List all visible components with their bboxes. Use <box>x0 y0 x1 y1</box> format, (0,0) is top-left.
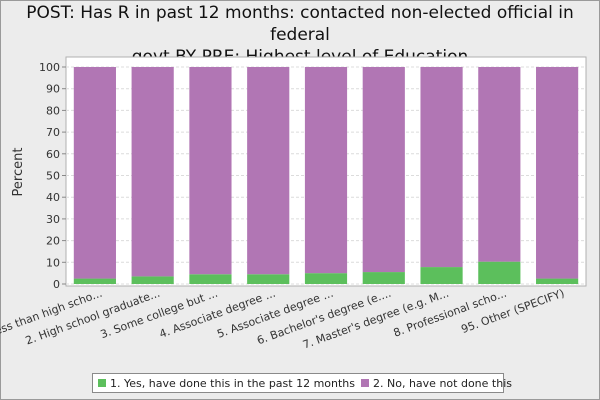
bar-segment-no <box>73 67 116 279</box>
legend-label-yes: 1. Yes, have done this in the past 12 mo… <box>110 376 356 390</box>
y-tick-label: 70 <box>46 126 60 139</box>
y-tick-label: 20 <box>46 235 60 248</box>
legend: 1. Yes, have done this in the past 12 mo… <box>92 373 512 393</box>
bar-segment-yes <box>131 276 174 284</box>
bar-segment-yes <box>478 261 521 284</box>
y-tick-label: 80 <box>46 104 60 117</box>
bar-segment-no <box>189 67 232 275</box>
bar-segment-no <box>478 67 521 262</box>
y-tick-label: 90 <box>46 83 60 96</box>
y-axis-label: Percent <box>11 148 26 197</box>
bar-segment-no <box>536 67 579 279</box>
legend-item-no: 2. No, have not done this <box>361 377 512 390</box>
bar-segment-yes <box>536 278 579 284</box>
legend-label-no: 2. No, have not done this <box>373 376 512 390</box>
legend-swatch-no <box>361 379 370 387</box>
chart-title-line-1: POST: Has R in past 12 months: contacted… <box>26 3 574 45</box>
bar-segment-yes <box>189 274 232 284</box>
bar-segment-no <box>304 67 348 274</box>
y-tick-label: 60 <box>46 148 60 161</box>
legend-swatch-yes <box>98 379 106 387</box>
bar-segment-no <box>362 67 405 273</box>
bar-segment-no <box>420 67 463 268</box>
bar-segment-no <box>247 67 290 275</box>
y-axis: 0 10 20 30 40 50 60 70 80 90 100 <box>39 61 66 291</box>
y-tick-label: 40 <box>46 191 60 204</box>
x-axis: 1. Less than high scho...2. High school … <box>0 287 566 352</box>
bar-segment-yes <box>73 278 116 284</box>
bar-segment-yes <box>247 274 290 284</box>
bar-segment-yes <box>362 272 405 284</box>
y-tick-label: 10 <box>46 256 60 269</box>
y-tick-label: 0 <box>53 278 60 291</box>
bar-segment-no <box>131 67 174 277</box>
y-tick-label: 100 <box>39 61 60 74</box>
bar-segment-yes <box>304 273 348 284</box>
bars <box>73 67 579 284</box>
y-tick-label: 30 <box>46 213 60 226</box>
legend-item-yes: 1. Yes, have done this in the past 12 mo… <box>98 377 355 390</box>
y-tick-label: 50 <box>46 170 60 183</box>
x-tick-label: 95. Other (SPECIFY) <box>459 287 566 336</box>
bar-segment-yes <box>420 267 463 284</box>
